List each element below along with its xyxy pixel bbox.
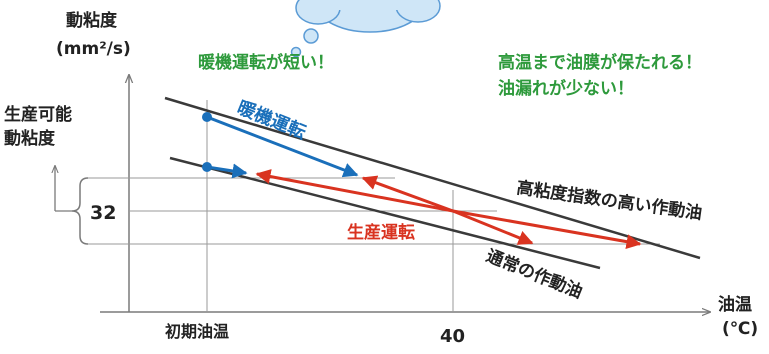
production-label: 生産運転 bbox=[347, 222, 415, 243]
high-vi-oil-label: 高粘度指数の高い作動油 bbox=[515, 177, 703, 224]
high-vi-oil-line bbox=[164, 96, 701, 260]
production-arrow-fwd-normal bbox=[452, 209, 534, 245]
production-arrow-fwd-high-vi bbox=[452, 209, 642, 250]
production-arrow-back-upper bbox=[361, 175, 454, 213]
annotation-oil-film-line1: 高温まで油膜が保たれる！ bbox=[498, 52, 702, 73]
x-axis-title-line1: 油温 bbox=[718, 294, 752, 315]
viscosity-range-brace bbox=[71, 177, 89, 245]
x-axis-title-line2: (℃) bbox=[722, 319, 758, 339]
warmup-arrow-high-vi bbox=[206, 115, 359, 178]
range-label-line1: 生産可能 bbox=[4, 104, 72, 125]
normal-oil-line bbox=[169, 156, 601, 270]
annotation-oil-film-line2: 油漏れが少ない！ bbox=[498, 78, 634, 99]
cloud-bubble-2 bbox=[290, 46, 302, 58]
warmup-arrow-normal bbox=[206, 163, 248, 179]
production-arrow-back-lower bbox=[255, 169, 454, 213]
normal-oil-label: 通常の作動油 bbox=[483, 245, 585, 303]
start-point-normal bbox=[202, 162, 212, 172]
start-point-high-vi bbox=[202, 112, 212, 122]
x-tick-initial-oil-temp: 初期油温 bbox=[165, 322, 229, 341]
annotation-warmup-short: 暖機運転が短い！ bbox=[198, 52, 334, 73]
range-label-line2: 動粘度 bbox=[4, 128, 56, 149]
y-tick-32: 32 bbox=[90, 202, 116, 224]
cloud-bubble-1 bbox=[303, 28, 319, 44]
y-axis-title-line2: (mm²/s) bbox=[56, 39, 131, 59]
y-axis-title-line1: 動粘度 bbox=[66, 10, 118, 31]
thought-cloud bbox=[290, 0, 441, 58]
x-tick-40: 40 bbox=[440, 326, 465, 347]
warmup-label: 暖機運転 bbox=[234, 96, 309, 143]
